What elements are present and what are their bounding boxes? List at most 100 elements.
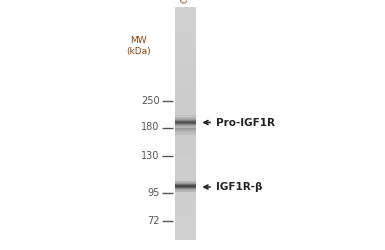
Bar <box>175 88 196 89</box>
Bar <box>175 59 196 60</box>
Bar <box>175 157 196 158</box>
Bar <box>175 194 196 195</box>
Bar <box>175 38 196 39</box>
Bar <box>175 58 196 59</box>
Bar <box>175 106 196 107</box>
Bar <box>175 173 196 174</box>
Bar <box>175 178 196 180</box>
Bar <box>175 65 196 66</box>
Bar <box>175 92 196 94</box>
Bar <box>175 40 196 41</box>
Bar <box>175 123 196 124</box>
Bar <box>175 45 196 46</box>
Bar <box>175 116 196 117</box>
Bar <box>175 44 196 45</box>
Bar <box>175 37 196 38</box>
Bar <box>175 230 196 231</box>
Bar <box>175 30 196 31</box>
Bar <box>175 124 196 125</box>
Bar <box>175 135 196 136</box>
Bar <box>175 89 196 90</box>
Bar <box>175 181 196 182</box>
Bar <box>175 171 196 172</box>
Bar <box>175 230 196 232</box>
Bar <box>175 143 196 144</box>
Bar <box>175 95 196 96</box>
Bar <box>175 80 196 81</box>
Bar <box>175 195 196 196</box>
Bar <box>175 68 196 70</box>
Bar <box>175 158 196 159</box>
Bar <box>175 66 196 67</box>
Bar <box>175 32 196 33</box>
Bar <box>175 204 196 205</box>
Bar <box>175 120 196 121</box>
Bar <box>175 203 196 204</box>
Bar <box>175 130 196 132</box>
Bar <box>175 159 196 160</box>
Bar <box>175 206 196 207</box>
Bar <box>175 100 196 101</box>
Bar <box>175 216 196 218</box>
Bar <box>175 64 196 65</box>
Bar <box>175 81 196 82</box>
Bar <box>175 172 196 173</box>
Bar <box>175 232 196 233</box>
Bar <box>175 30 196 32</box>
Bar <box>175 192 196 194</box>
Bar <box>175 223 196 224</box>
Bar <box>175 148 196 149</box>
Bar <box>175 168 196 169</box>
Bar <box>175 82 196 83</box>
Bar <box>175 44 196 46</box>
Bar <box>175 67 196 68</box>
Bar <box>175 47 196 48</box>
Bar <box>175 23 196 24</box>
Bar <box>175 68 196 69</box>
Bar <box>175 43 196 44</box>
Bar <box>175 16 196 17</box>
Bar <box>175 54 196 55</box>
Bar <box>175 165 196 166</box>
Bar <box>175 139 196 140</box>
Bar <box>175 91 196 92</box>
Bar <box>175 167 196 168</box>
Bar <box>175 7 196 8</box>
Bar <box>175 14 196 15</box>
Bar <box>175 208 196 209</box>
Bar <box>175 52 196 53</box>
Bar <box>175 101 196 102</box>
Bar <box>175 103 196 104</box>
Bar <box>175 122 196 123</box>
Bar <box>175 233 196 234</box>
Bar <box>175 210 196 211</box>
Bar <box>175 153 196 154</box>
Bar <box>175 94 196 95</box>
Bar <box>175 116 196 117</box>
Bar <box>175 121 196 122</box>
Bar <box>175 102 196 103</box>
Bar <box>175 197 196 198</box>
Bar <box>175 169 196 170</box>
Bar <box>175 19 196 20</box>
Bar <box>175 201 196 202</box>
Bar <box>175 140 196 141</box>
Bar <box>175 8 196 9</box>
Bar <box>175 219 196 220</box>
Bar <box>175 236 196 237</box>
Text: 180: 180 <box>141 122 159 132</box>
Bar <box>175 125 196 126</box>
Bar <box>175 163 196 164</box>
Bar <box>175 214 196 215</box>
Bar <box>175 83 196 84</box>
Bar <box>175 36 196 37</box>
Bar <box>175 221 196 222</box>
Bar <box>175 126 196 127</box>
Bar <box>175 31 196 32</box>
Bar <box>175 130 196 131</box>
Text: C6 cell: C6 cell <box>179 0 207 6</box>
Bar <box>175 218 196 219</box>
Bar <box>175 10 196 12</box>
Text: 250: 250 <box>141 96 159 106</box>
Bar <box>175 108 196 109</box>
